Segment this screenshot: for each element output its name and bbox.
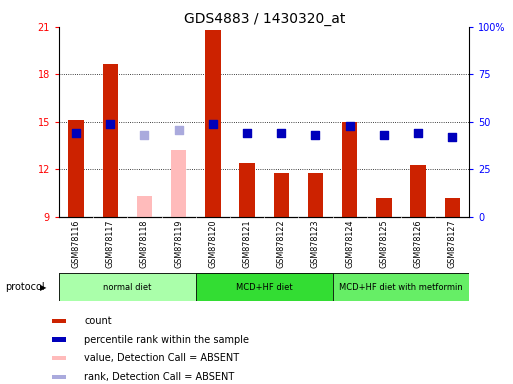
Text: GSM878125: GSM878125 [380,220,388,268]
Bar [342,122,358,217]
Point [448,134,457,140]
Bar [137,196,152,217]
Bar [171,151,186,217]
Text: MCD+HF diet with metformin: MCD+HF diet with metformin [339,283,463,291]
Text: GSM878118: GSM878118 [140,220,149,268]
Bar [240,163,255,217]
Point [414,130,422,136]
Point [277,130,285,136]
Text: GSM878127: GSM878127 [448,220,457,268]
Bar [52,356,66,361]
Text: GSM878121: GSM878121 [243,220,251,268]
Text: GSM878122: GSM878122 [277,220,286,268]
Bar [68,120,84,217]
Text: GSM878126: GSM878126 [413,220,423,268]
Bar [205,30,221,217]
Point [311,132,320,138]
Point [243,130,251,136]
Bar [52,374,66,379]
Point [380,132,388,138]
Text: protocol: protocol [5,282,45,292]
Point [72,130,80,136]
Text: GSM878124: GSM878124 [345,220,354,268]
Bar [445,198,460,217]
Bar [273,173,289,217]
Point [174,126,183,132]
Bar [410,165,426,217]
Bar [196,273,332,301]
Text: GSM878119: GSM878119 [174,220,183,268]
Text: ▶: ▶ [40,283,46,291]
Text: GSM878123: GSM878123 [311,220,320,268]
Bar [59,273,196,301]
Bar [376,198,391,217]
Text: GSM878117: GSM878117 [106,220,115,268]
Text: percentile rank within the sample: percentile rank within the sample [84,334,249,345]
Point [106,121,114,127]
Point [209,121,217,127]
Text: value, Detection Call = ABSENT: value, Detection Call = ABSENT [84,353,239,363]
Text: normal diet: normal diet [103,283,151,291]
Bar [103,64,118,217]
Text: count: count [84,316,112,326]
Point [346,122,354,129]
Text: GSM878116: GSM878116 [72,220,81,268]
Text: rank, Detection Call = ABSENT: rank, Detection Call = ABSENT [84,372,234,382]
Title: GDS4883 / 1430320_at: GDS4883 / 1430320_at [184,12,345,26]
Point [141,132,149,138]
Text: GSM878120: GSM878120 [208,220,218,268]
Text: MCD+HF diet: MCD+HF diet [236,283,292,291]
Bar [308,173,323,217]
Bar [52,338,66,342]
Bar [332,273,469,301]
Bar [52,319,66,323]
